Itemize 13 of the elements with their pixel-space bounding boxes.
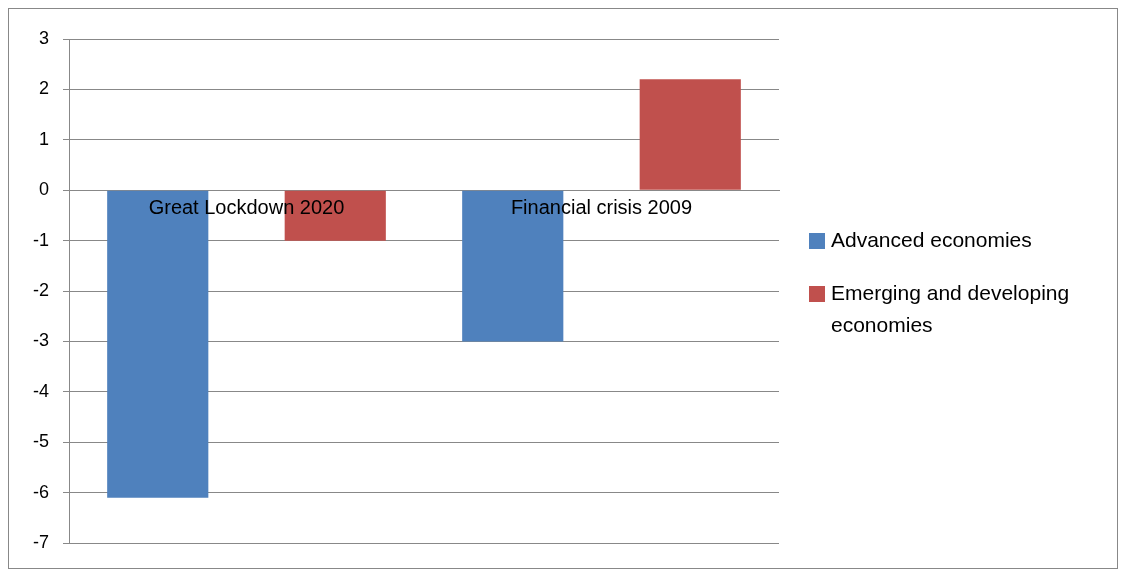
y-tick-label: 3 — [38, 27, 49, 48]
y-tick-label: -6 — [32, 481, 49, 502]
legend-label: Advanced economies — [831, 227, 1032, 253]
y-tick-label: -2 — [32, 280, 49, 301]
y-tick-label: 0 — [38, 179, 49, 200]
y-tick-label: -5 — [32, 431, 49, 452]
y-tick-label: 1 — [38, 128, 49, 149]
y-tick-label: -1 — [32, 229, 49, 250]
y-tick-label: -3 — [32, 330, 49, 351]
y-tick-label: 2 — [38, 78, 49, 99]
y-tick-label: -4 — [32, 380, 49, 401]
y-tick-label: -7 — [32, 532, 49, 553]
legend-label: Emerging and developing economies — [831, 280, 1071, 338]
